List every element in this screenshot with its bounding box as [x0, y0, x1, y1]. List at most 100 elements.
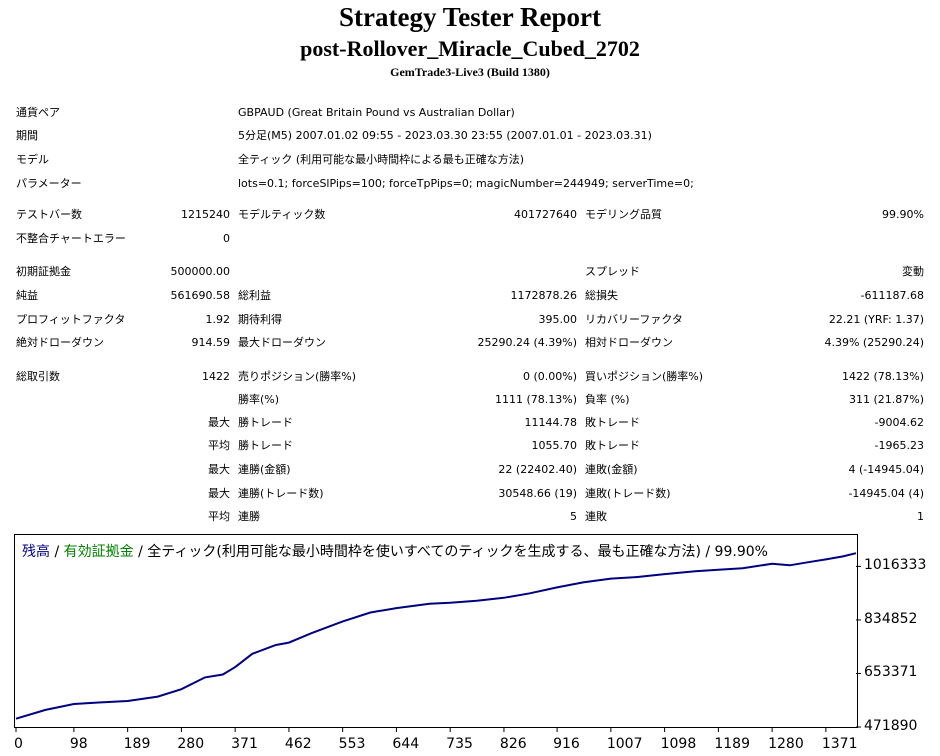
trade-label: 連勝(金額)	[238, 463, 291, 476]
stat-label: 総損失	[585, 289, 618, 302]
x-tick-label: 553	[338, 736, 366, 752]
stat-value: 500000.00	[170, 265, 231, 278]
stat-label: 期待利得	[238, 313, 282, 326]
trade-value: 5	[570, 510, 577, 523]
x-tick-label: 826	[499, 736, 527, 752]
setting-value: GBPAUD (Great Britain Pound vs Australia…	[238, 106, 515, 119]
trade-value: 1111 (78.13%)	[494, 393, 577, 406]
stat-value: 4.39% (25290.24)	[824, 336, 924, 349]
setting-label: 通貨ペア	[16, 106, 60, 119]
x-tick-label: 0	[14, 736, 23, 752]
trade-prefix: 平均	[208, 510, 230, 523]
x-tick-label: 916	[553, 736, 580, 752]
setting-value: 全ティック (利用可能な最小時間枠による最も正確な方法)	[238, 153, 525, 166]
trade-value: 311 (21.87%)	[848, 393, 924, 406]
trade-label: 勝トレード	[238, 439, 293, 452]
trade-value: 1	[917, 510, 924, 523]
setting-value: 5分足(M5) 2007.01.02 09:55 - 2023.03.30 23…	[238, 129, 652, 142]
y-tick-label: 1016333	[864, 557, 927, 574]
x-tick-label: 1371	[821, 736, 858, 752]
stat-value: -611187.68	[860, 289, 924, 302]
stat-value: 1172878.26	[510, 289, 577, 302]
trade-total-label: 総取引数	[16, 370, 60, 383]
legend-separator: /	[50, 544, 64, 560]
trade-label: 敗トレード	[585, 439, 640, 452]
trade-label: 勝トレード	[238, 416, 293, 429]
x-tick-label: 462	[284, 736, 312, 752]
trade-prefix: 平均	[208, 439, 230, 452]
stat-value: 1215240	[181, 208, 230, 221]
trade-value: -9004.62	[874, 416, 924, 429]
y-tick-label: 471890	[864, 718, 918, 734]
server-build: GemTrade3-Live3 (Build 1380)	[390, 65, 550, 79]
balance-line	[15, 552, 857, 720]
stat-value: 401727640	[514, 208, 577, 221]
trade-label: 連敗(トレード数)	[585, 487, 671, 500]
trade-label: 連敗	[585, 510, 607, 523]
legend-model-text: / 全ティック(利用可能な最小時間枠を使いすべてのティックを生成する、最も正確な…	[133, 544, 768, 560]
stat-value: 0	[223, 232, 230, 245]
setting-label: 期間	[16, 129, 38, 142]
stat-label: テストバー数	[16, 208, 82, 221]
stat-label: 絶対ドローダウン	[16, 336, 104, 349]
x-tick-label: 1098	[660, 736, 697, 752]
stat-label: 最大ドローダウン	[238, 336, 326, 349]
x-tick-label: 280	[177, 736, 205, 752]
trade-value: -1965.23	[874, 439, 924, 452]
trade-value: -14945.04 (4)	[848, 487, 924, 500]
trade-value: 11144.78	[524, 416, 578, 429]
stat-label: モデリング品質	[585, 208, 662, 221]
legend-equity: 有効証拠金	[63, 544, 134, 560]
x-tick-label: 1007	[606, 736, 643, 752]
x-tick-label: 1189	[714, 736, 750, 752]
setting-label: パラメーター	[16, 177, 82, 190]
trade-prefix: 最大	[208, 487, 230, 500]
trade-label: 買いポジション(勝率%)	[585, 370, 704, 383]
trade-prefix: 最大	[208, 463, 230, 476]
setting-value: lots=0.1; forceSlPips=100; forceTpPips=0…	[238, 177, 694, 190]
trade-value: 4 (-14945.04)	[848, 463, 924, 476]
x-tick-label: 1280	[768, 736, 804, 752]
ea-name: post-Rollover_Miracle_Cubed_2702	[300, 36, 640, 61]
trade-label: 負率 (%)	[585, 393, 630, 406]
trade-label: 売りポジション(勝率%)	[238, 370, 357, 383]
trade-value: 22 (22402.40)	[498, 463, 577, 476]
trade-value: 0 (0.00%)	[522, 370, 577, 383]
trade-value: 1422 (78.13%)	[841, 370, 924, 383]
balance-chart-frame	[14, 534, 858, 728]
trade-value: 1055.70	[531, 439, 578, 452]
trade-value: 30548.66 (19)	[498, 487, 577, 500]
x-tick-label: 98	[69, 736, 88, 752]
stat-value: 25290.24 (4.39%)	[477, 336, 577, 349]
trade-label: 連勝(トレード数)	[238, 487, 324, 500]
stat-label: 相対ドローダウン	[585, 336, 673, 349]
stat-value: 914.59	[191, 336, 231, 349]
trade-label: 敗トレード	[585, 416, 640, 429]
trade-total-value: 1422	[202, 370, 230, 383]
stat-value: 変動	[902, 265, 924, 278]
y-tick-label: 834852	[864, 610, 918, 627]
stat-label: プロフィットファクタ	[16, 313, 126, 326]
stat-label: スプレッド	[585, 265, 640, 278]
stat-value: 561690.58	[170, 289, 231, 302]
stat-label: 総利益	[238, 289, 271, 302]
stat-value: 99.90%	[882, 208, 924, 221]
stat-label: 純益	[16, 289, 38, 302]
x-tick-label: 371	[231, 736, 258, 752]
stat-value: 395.00	[538, 313, 578, 326]
x-tick-label: 189	[123, 736, 151, 752]
stat-value: 1.92	[205, 313, 231, 326]
setting-label: モデル	[16, 153, 49, 166]
stat-value: 22.21 (YRF: 1.37)	[828, 313, 924, 326]
trade-label: 勝率(%)	[238, 393, 280, 406]
legend-balance: 残高	[22, 544, 50, 560]
stat-label: 初期証拠金	[16, 265, 71, 278]
stat-label: 不整合チャートエラー	[16, 232, 126, 245]
trade-label: 連敗(金額)	[585, 463, 638, 476]
trade-label: 連勝	[238, 510, 260, 523]
trade-prefix: 最大	[208, 416, 230, 429]
x-tick-label: 644	[392, 736, 420, 752]
stat-label: リカバリーファクタ	[585, 313, 683, 326]
y-tick-label: 653371	[864, 664, 918, 681]
